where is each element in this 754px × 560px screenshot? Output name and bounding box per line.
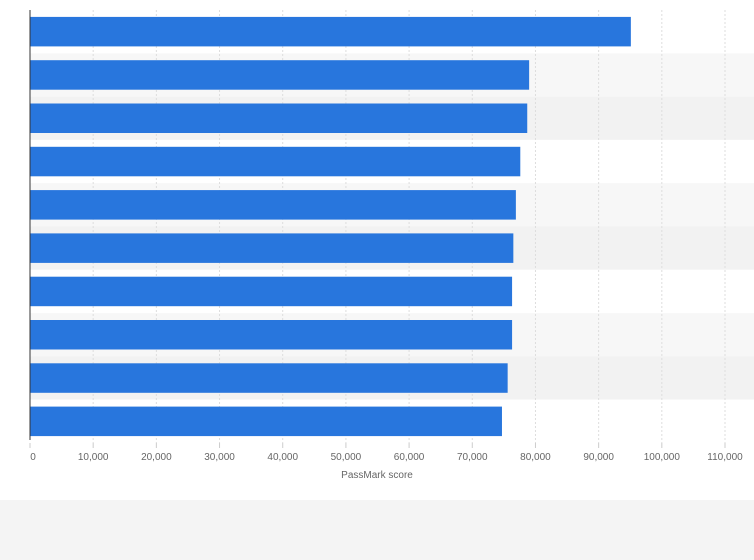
x-tick-label: 110,000 [707,452,743,463]
x-axis-label: PassMark score [341,470,413,481]
bar[interactable] [30,60,530,90]
bar[interactable] [30,233,514,263]
x-tick-label: 0 [30,452,36,463]
bars [30,16,631,437]
bar[interactable] [30,16,631,47]
x-tick-label: 70,000 [457,452,488,463]
x-axis-ticks: 0 10,000 20,000 30,000 40,000 50,000 60,000 70,… [29,443,743,463]
bar[interactable] [30,103,528,134]
x-tick-label: 20,000 [141,452,172,463]
bar[interactable] [30,406,502,437]
x-tick-label: 60,000 [394,452,425,463]
x-tick-label: 100,000 [644,452,681,463]
bar[interactable] [30,363,508,393]
bar[interactable] [30,276,513,307]
x-tick-label: 10,000 [78,452,109,463]
x-tick-label: 30,000 [204,452,235,463]
bar[interactable] [30,190,516,220]
x-tick-label: 40,000 [267,452,298,463]
x-tick-label: 50,000 [331,452,362,463]
bar[interactable] [30,146,521,177]
x-tick-label: 90,000 [583,452,614,463]
bar[interactable] [30,320,513,350]
x-tick-label: 80,000 [520,452,551,463]
